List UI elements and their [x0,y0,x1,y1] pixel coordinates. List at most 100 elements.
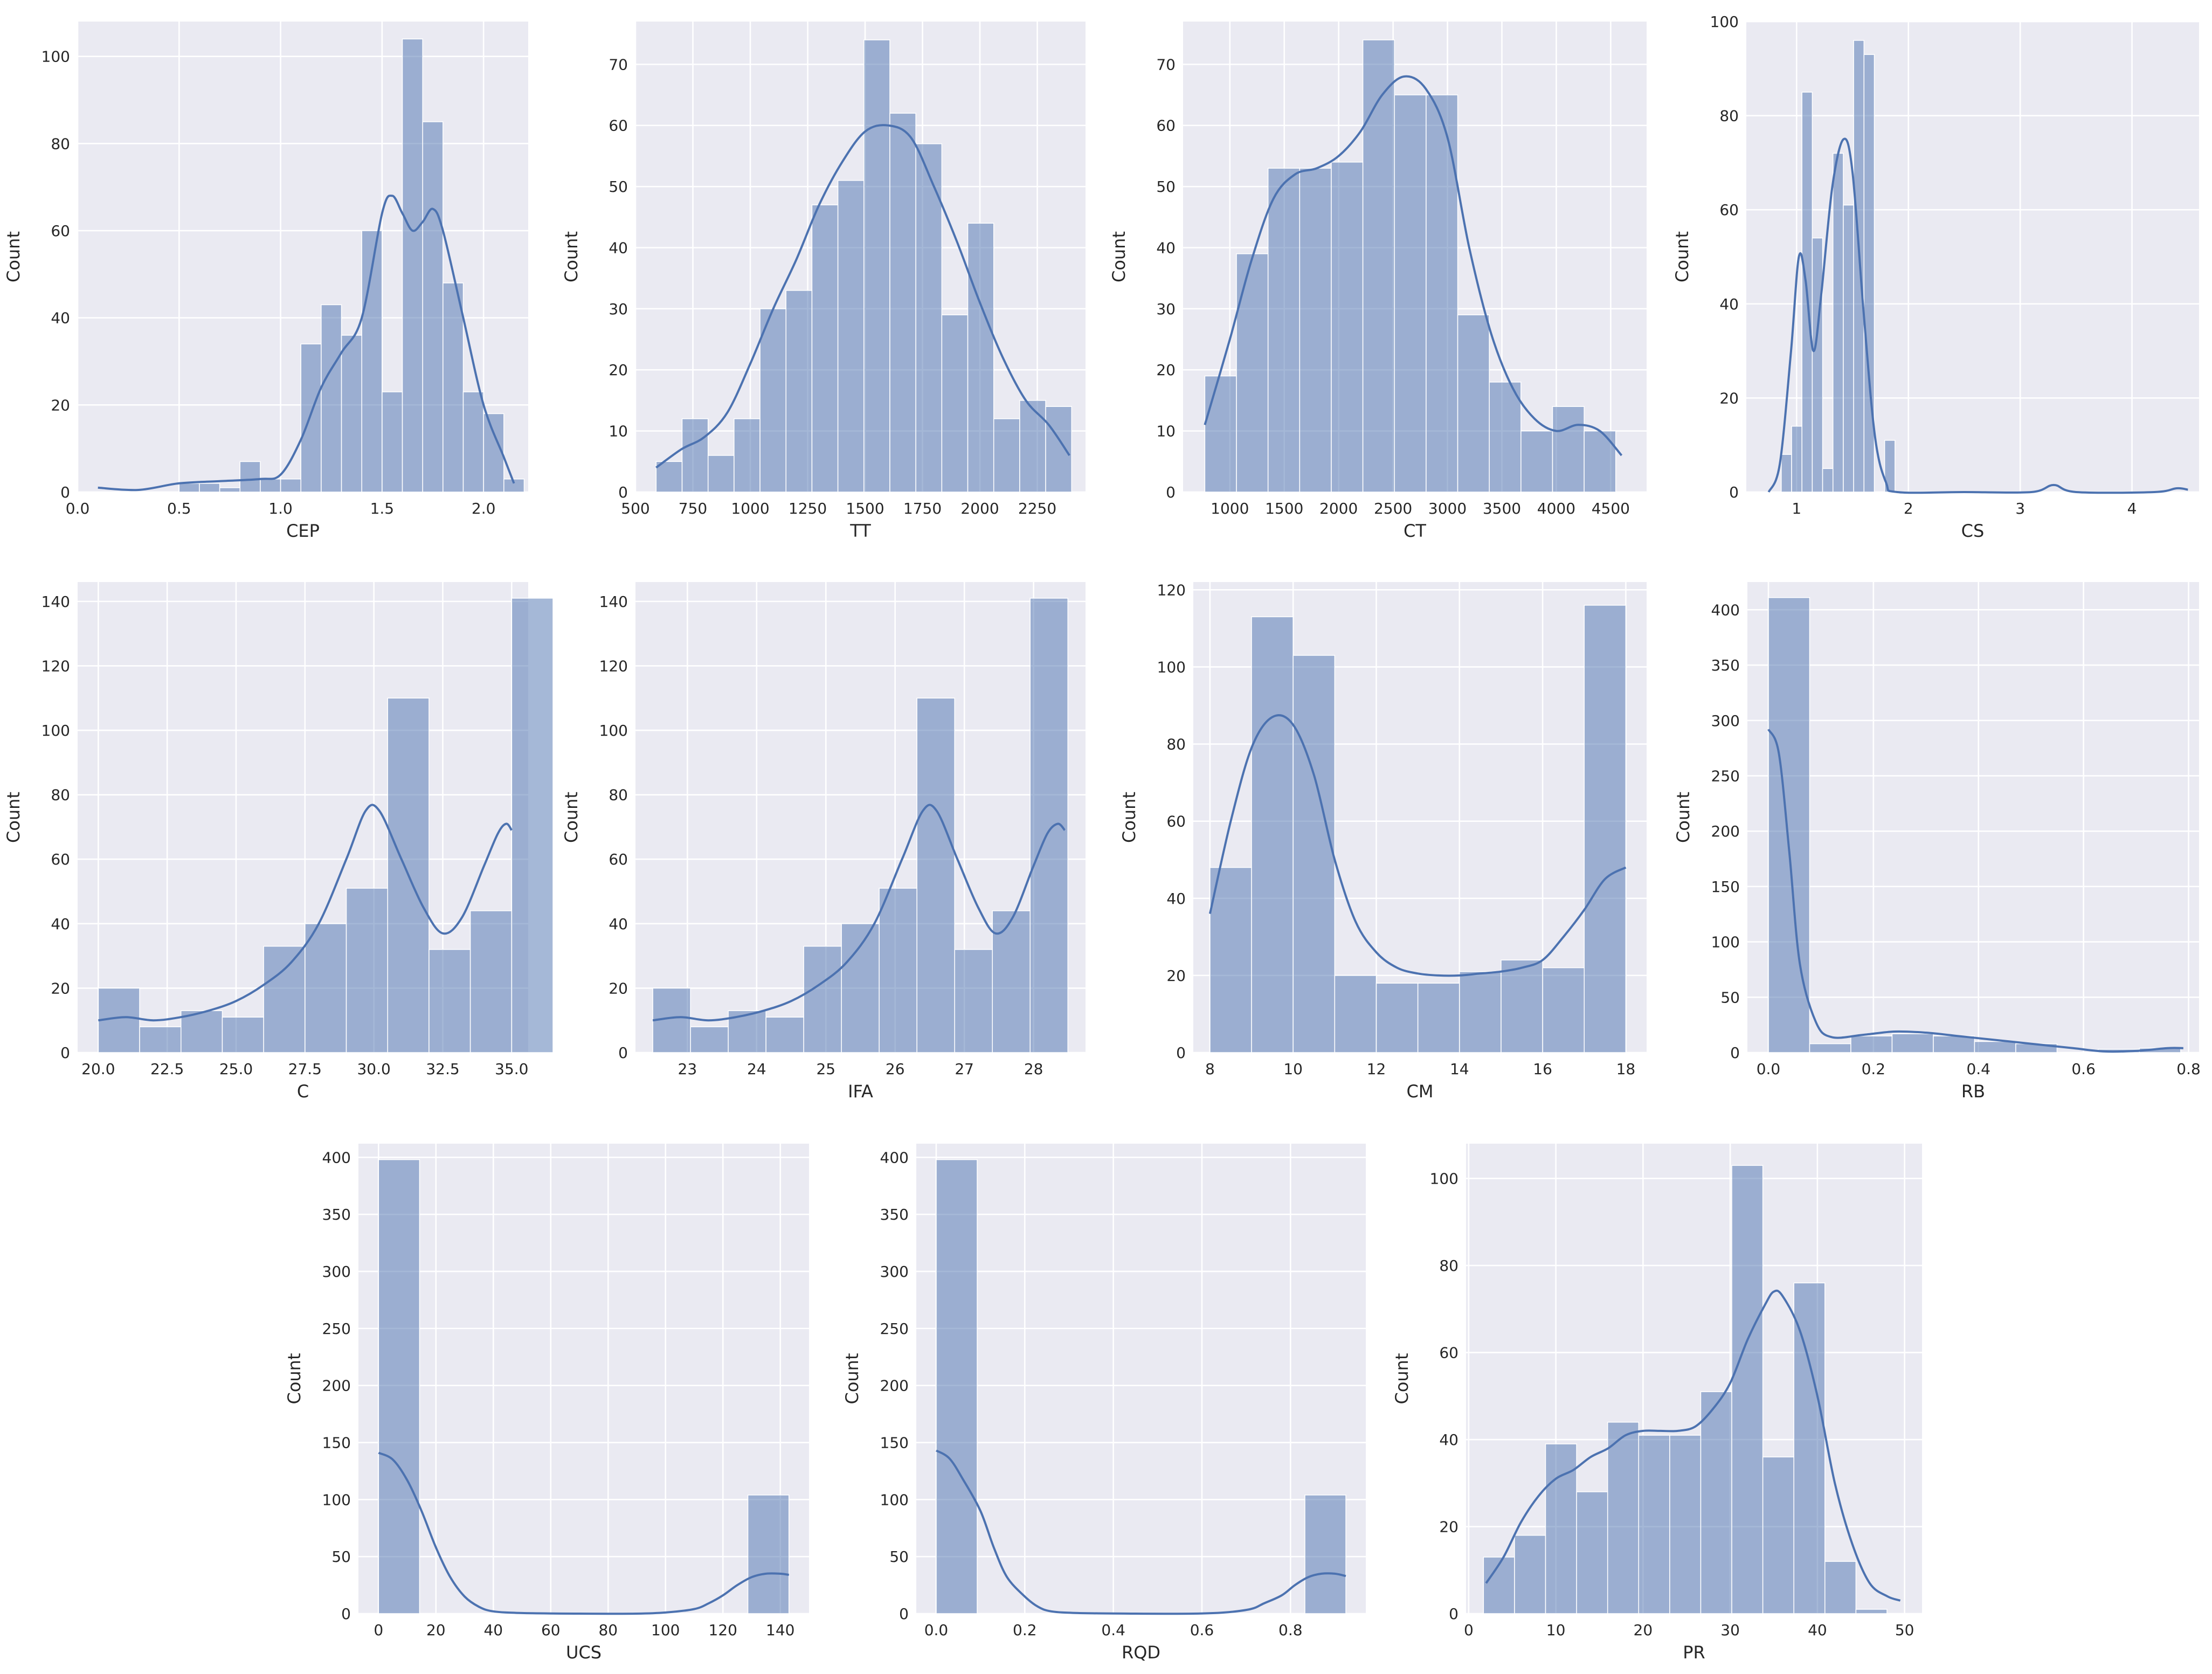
x-tick-label: 0.0 [924,1621,949,1639]
y-tick-label: 100 [42,48,70,66]
histogram-bar [382,391,403,493]
x-tick-label: 60 [541,1621,561,1639]
x-tick-label: 27 [955,1060,974,1078]
y-tick-label: 60 [1719,201,1739,219]
y-tick-label: 50 [1720,988,1740,1006]
histogram-panel: 0 20 40 60 80 100 120 140 0 50 100 150 200 250 300 350 4… [284,1144,809,1663]
histogram-bar [1809,1043,1851,1053]
x-axis-label: RQD [1122,1642,1160,1663]
histogram-panel: 0.0 0.2 0.4 0.6 0.8 0 50 100 150 200 250 300 350 400 R… [842,1144,1366,1663]
x-tick-label: 500 [621,500,649,517]
y-tick-label: 80 [51,135,70,153]
x-tick-label: 14 [1450,1060,1469,1078]
histogram-bar [879,888,917,1053]
histogram-bar [707,455,735,493]
x-tick-label: 2.0 [472,500,496,517]
histogram-bar [1552,406,1585,493]
x-tick-label: 3500 [1483,500,1521,517]
histogram-bar [936,1159,978,1614]
y-tick-label: 400 [880,1149,909,1166]
y-tick-label: 40 [1156,239,1176,257]
x-tick-label: 10 [1546,1621,1566,1639]
histogram-bar [1762,1456,1794,1614]
histogram-bar [1251,616,1294,1053]
histogram-bar [341,335,362,493]
histogram-bar [747,1495,790,1614]
kde-curve [652,804,1066,1022]
y-tick-label: 50 [331,1548,351,1566]
x-tick-label: 20 [426,1621,446,1639]
y-tick-label: 40 [1719,295,1739,313]
y-tick-label: 60 [1156,117,1176,135]
x-tick-label: 16 [1533,1060,1552,1078]
kde-curve [378,1451,789,1615]
x-tick-label: 1.5 [370,500,395,517]
x-tick-label: 2000 [960,500,999,517]
x-tick-label: 0 [374,1621,383,1639]
y-tick-label: 300 [880,1263,909,1281]
y-tick-label: 20 [1439,1518,1458,1536]
x-axis-label: TT [849,521,871,541]
y-tick-label: 0 [618,483,628,501]
y-tick-label: 0 [60,1044,70,1062]
x-tick-label: 140 [766,1621,794,1639]
histogram-bar [1331,162,1364,493]
kde-curve [935,1449,1346,1615]
histogram-bar [759,308,787,493]
x-tick-label: 2000 [1319,500,1358,517]
x-tick-label: 3000 [1428,500,1467,517]
histogram-bar [1584,605,1627,1053]
x-tick-label: 40 [483,1621,503,1639]
y-tick-label: 0 [1729,483,1739,501]
y-tick-label: 120 [42,657,70,675]
histogram-bar [785,290,813,493]
x-tick-label: 3 [2015,500,2025,517]
y-axis-label: Count [1119,792,1139,843]
y-tick-label: 100 [1157,658,1186,676]
y-tick-label: 10 [609,423,628,440]
x-tick-label: 0.4 [1966,1060,1990,1078]
histogram-panel: 0 10 20 30 40 50 0 20 40 60 80 100 PR Count [1392,1144,1922,1663]
y-axis-label: Count [561,231,582,282]
y-axis-label: Count [284,1353,305,1404]
histogram-bar [1843,204,1854,493]
y-tick-label: 20 [51,979,70,997]
histogram-bar [1822,468,1834,493]
histogram-bar [1824,1561,1857,1614]
histogram-bar [280,479,301,493]
histogram-bar [1483,1557,1515,1614]
y-tick-label: 0 [1176,1044,1186,1062]
y-axis-label: Count [1392,1353,1412,1404]
y-tick-label: 250 [880,1320,909,1338]
histogram-bar [1394,94,1427,493]
y-tick-label: 20 [609,979,628,997]
y-axis-label: Count [561,792,582,843]
histogram-bar [1855,1609,1888,1614]
y-tick-label: 40 [609,239,628,257]
x-tick-label: 0.4 [1101,1621,1125,1639]
y-tick-label: 20 [1166,967,1186,985]
x-axis-label: CM [1407,1081,1434,1102]
y-tick-label: 100 [1430,1170,1458,1188]
histogram-bar [199,483,220,493]
x-axis-label: CEP [286,521,320,541]
histogram-bar [260,479,281,493]
histogram-bar [1236,253,1269,493]
y-tick-label: 0 [60,483,70,501]
histogram-bar [1457,314,1490,493]
x-axis-label: CS [1961,521,1985,541]
y-tick-label: 0 [899,1605,909,1623]
y-tick-label: 0 [1730,1044,1740,1062]
y-tick-label: 40 [1439,1431,1458,1449]
histogram-bar [321,304,342,493]
x-axis-label: CT [1404,521,1426,541]
histogram-bar [462,391,484,493]
y-tick-label: 60 [51,222,70,240]
histogram-bar [180,1010,223,1053]
y-tick-label: 150 [1711,878,1740,896]
kde-curve [1204,75,1623,456]
histogram-bar [1700,1391,1732,1614]
x-axis-label: C [297,1081,309,1102]
x-axis-label: UCS [566,1642,602,1663]
